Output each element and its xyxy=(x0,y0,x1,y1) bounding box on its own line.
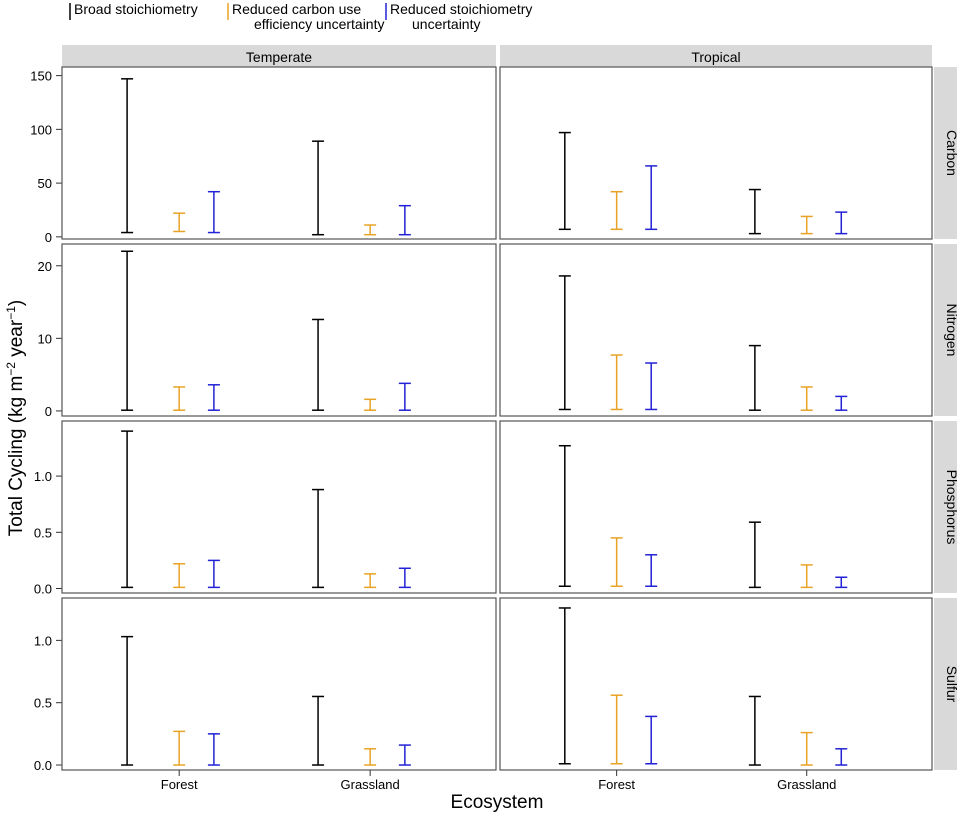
y-axis-title-part-5: ) xyxy=(6,300,27,306)
errorbar-sulfur-temperate-forest-series-3 xyxy=(207,733,220,766)
errorbar-sulfur-tropical-grassland-series-2 xyxy=(800,731,813,766)
errorbar-sulfur-temperate-grassland-series-1 xyxy=(312,695,325,766)
panel-sulfur-tropical xyxy=(499,597,933,771)
y-axis-title-part-3: year xyxy=(6,319,27,362)
legend-label-2-line-1: Reduced carbon use xyxy=(232,1,361,17)
errorbar-carbon-temperate-grassland-series-1 xyxy=(312,140,325,236)
y-axis-title-part-1: Total Cycling (kg m xyxy=(6,376,27,537)
y-tick-label-phosphorus-0: 0.0 xyxy=(34,582,52,597)
x-tick-label-tropical-grassland: Grassland xyxy=(777,777,836,792)
column-strip-label-tropical: Tropical xyxy=(691,49,740,65)
row-strip-label-carbon: Carbon xyxy=(944,130,957,176)
errorbar-carbon-tropical-forest-series-1 xyxy=(558,131,571,231)
row-strip-label-nitrogen: Nitrogen xyxy=(944,304,957,357)
y-tick-label-nitrogen-1: 10 xyxy=(38,331,52,346)
errorbar-carbon-temperate-forest-series-1 xyxy=(121,78,134,234)
errorbar-phosphorus-tropical-forest-series-2 xyxy=(610,537,623,588)
row-strip-sulfur xyxy=(934,598,957,770)
legend-label-3-line-2: uncertainty xyxy=(412,16,480,32)
errorbar-carbon-tropical-grassland-series-3 xyxy=(835,211,848,235)
errorbar-sulfur-temperate-forest-series-2 xyxy=(173,730,186,766)
errorbar-phosphorus-temperate-grassland-series-1 xyxy=(312,488,325,589)
errorbar-carbon-temperate-forest-series-2 xyxy=(173,212,186,233)
errorbar-sulfur-tropical-forest-series-1 xyxy=(558,607,571,765)
errorbar-nitrogen-temperate-grassland-series-2 xyxy=(364,398,377,411)
errorbar-nitrogen-temperate-grassland-series-3 xyxy=(398,382,411,411)
errorbar-nitrogen-tropical-forest-series-3 xyxy=(645,362,658,411)
errorbar-phosphorus-temperate-grassland-series-3 xyxy=(398,567,411,589)
row-strip-phosphorus xyxy=(934,421,957,593)
y-tick-label-phosphorus-2: 1.0 xyxy=(34,469,52,484)
legend-label-3-line-1: Reduced stoichiometry xyxy=(390,1,532,17)
errorbar-phosphorus-tropical-forest-series-1 xyxy=(558,444,571,588)
panel-phosphorus-temperate xyxy=(61,420,497,594)
row-strip-label-sulfur: Sulfur xyxy=(944,666,957,703)
errorbar-nitrogen-temperate-forest-series-3 xyxy=(207,384,220,411)
errorbar-nitrogen-tropical-forest-series-1 xyxy=(558,275,571,411)
errorbar-phosphorus-tropical-grassland-series-2 xyxy=(800,564,813,589)
errorbar-carbon-temperate-forest-series-3 xyxy=(207,190,220,234)
errorbar-phosphorus-tropical-grassland-series-3 xyxy=(835,576,848,589)
errorbar-sulfur-tropical-grassland-series-1 xyxy=(748,695,761,766)
errorbar-nitrogen-temperate-grassland-series-1 xyxy=(312,318,325,411)
errorbar-sulfur-temperate-forest-series-1 xyxy=(121,635,134,766)
errorbar-nitrogen-tropical-grassland-series-1 xyxy=(748,344,761,411)
errorbar-sulfur-tropical-forest-series-2 xyxy=(610,694,623,765)
panel-sulfur-temperate xyxy=(61,597,497,771)
errorbar-sulfur-temperate-grassland-series-2 xyxy=(364,748,377,766)
errorbar-nitrogen-temperate-forest-series-2 xyxy=(173,386,186,411)
errorbar-carbon-temperate-grassland-series-2 xyxy=(364,224,377,236)
panel-nitrogen-tropical xyxy=(499,243,933,417)
errorbar-carbon-tropical-grassland-series-1 xyxy=(748,188,761,235)
panel-carbon-temperate xyxy=(61,66,497,240)
y-axis-title: Total Cycling (kg m−2 year−1) xyxy=(4,300,27,536)
legend-label-1-line-1: Broad stoichiometry xyxy=(74,1,198,17)
errorbar-phosphorus-temperate-forest-series-3 xyxy=(207,559,220,589)
y-tick-label-sulfur-0: 0.0 xyxy=(34,758,52,773)
panel-carbon-tropical xyxy=(499,66,933,240)
errorbar-carbon-tropical-forest-series-2 xyxy=(610,190,623,231)
panel-nitrogen-temperate xyxy=(61,243,497,417)
errorbar-phosphorus-temperate-forest-series-1 xyxy=(121,430,134,589)
x-tick-label-temperate-grassland: Grassland xyxy=(341,777,400,792)
y-tick-label-carbon-2: 100 xyxy=(30,122,52,137)
errorbar-carbon-tropical-forest-series-3 xyxy=(645,165,658,231)
column-strip-label-temperate: Temperate xyxy=(246,49,312,65)
errorbar-nitrogen-tropical-grassland-series-2 xyxy=(800,386,813,411)
y-axis-title-part-2: −2 xyxy=(4,362,18,376)
errorbar-sulfur-tropical-forest-series-3 xyxy=(645,715,658,765)
y-tick-label-carbon-0: 0 xyxy=(45,230,52,245)
legend-label-2-line-2: efficiency uncertainty xyxy=(254,16,384,32)
errorbar-carbon-temperate-grassland-series-3 xyxy=(398,204,411,236)
x-axis-title: Ecosystem xyxy=(451,792,544,813)
y-tick-label-nitrogen-2: 20 xyxy=(38,259,52,274)
x-tick-label-tropical-forest: Forest xyxy=(598,777,635,792)
y-tick-label-carbon-3: 150 xyxy=(30,69,52,84)
y-tick-label-carbon-1: 50 xyxy=(38,176,52,191)
y-tick-label-phosphorus-1: 0.5 xyxy=(34,525,52,540)
errorbar-phosphorus-temperate-grassland-series-2 xyxy=(364,573,377,589)
errorbar-sulfur-temperate-grassland-series-3 xyxy=(398,744,411,766)
errorbar-nitrogen-tropical-forest-series-2 xyxy=(610,354,623,411)
errorbar-phosphorus-tropical-forest-series-3 xyxy=(645,554,658,588)
panel-phosphorus-tropical xyxy=(499,420,933,594)
x-tick-label-temperate-forest: Forest xyxy=(161,777,198,792)
row-strip-carbon xyxy=(934,67,957,239)
errorbar-nitrogen-tropical-grassland-series-3 xyxy=(835,395,848,411)
row-strip-nitrogen xyxy=(934,244,957,416)
column-strip-temperate xyxy=(62,45,496,67)
y-tick-label-nitrogen-0: 0 xyxy=(45,404,52,419)
row-strip-label-phosphorus: Phosphorus xyxy=(944,470,957,545)
errorbar-sulfur-tropical-grassland-series-3 xyxy=(835,748,848,766)
y-tick-label-sulfur-1: 0.5 xyxy=(34,696,52,711)
errorbar-phosphorus-temperate-forest-series-2 xyxy=(173,563,186,589)
errorbar-nitrogen-temperate-forest-series-1 xyxy=(121,250,134,411)
errorbar-carbon-tropical-grassland-series-2 xyxy=(800,215,813,235)
column-strip-tropical xyxy=(500,45,932,67)
errorbar-phosphorus-tropical-grassland-series-1 xyxy=(748,521,761,589)
y-axis-title-part-4: −1 xyxy=(4,306,18,320)
y-tick-label-sulfur-2: 1.0 xyxy=(34,633,52,648)
